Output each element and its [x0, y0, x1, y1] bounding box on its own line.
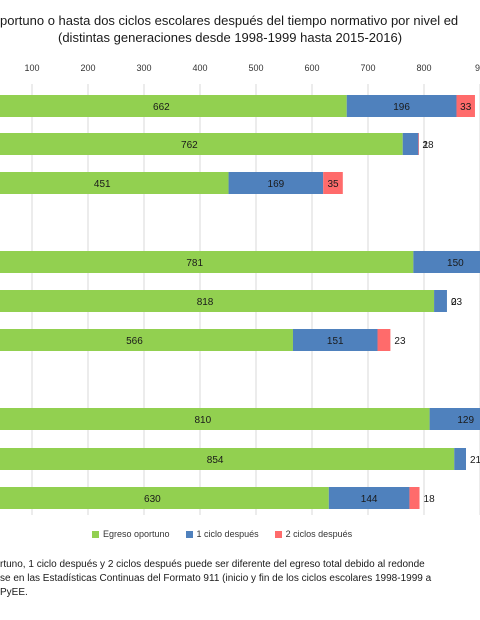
x-tick-label-100: 100	[24, 63, 39, 73]
bar-egreso-oportuno-row-1	[0, 95, 347, 117]
bar-1-ciclo-despues-row-8	[454, 448, 466, 470]
x-tick-label-700: 700	[360, 63, 375, 73]
x-tick-label-400: 400	[192, 63, 207, 73]
data-label-egreso-oportuno-row-1: 662	[153, 102, 170, 113]
data-label-2-ciclos-despues-row-2: 1	[423, 140, 429, 151]
bar-1-ciclo-despues-row-9	[328, 487, 410, 509]
bar-egreso-oportuno-row-2	[0, 133, 403, 155]
legend-swatch-egreso-oportuno	[92, 530, 99, 538]
legend-item-egreso-oportuno: Egreso oportuno	[92, 529, 170, 539]
bar-egreso-oportuno-row-3	[0, 172, 229, 194]
x-tick-label-500: 500	[248, 63, 263, 73]
x-tick-label-600: 600	[304, 63, 319, 73]
bar-egreso-oportuno-row-5	[0, 290, 435, 312]
data-label-1-ciclo-despues-row-5: 23	[451, 297, 463, 308]
bar-1-ciclo-despues-row-4	[413, 251, 480, 273]
legend-label-2-ciclos-despues: 2 ciclos después	[285, 529, 353, 539]
data-label-1-ciclo-despues-row-1: 196	[393, 102, 410, 113]
bar-2-ciclos-despues-row-6	[377, 329, 391, 351]
data-label-2-ciclos-despues-row-6: 23	[394, 336, 406, 347]
chart-title: portuno o hasta dos ciclos escolares des…	[0, 13, 459, 28]
legend-swatch-1-ciclo-despues	[185, 530, 193, 538]
bar-2-ciclos-despues-row-9	[409, 487, 420, 509]
data-label-1-ciclo-despues-row-4: 150	[447, 258, 464, 269]
data-label-1-ciclo-despues-row-3: 169	[268, 179, 285, 190]
x-tick-label-900: 90	[475, 63, 480, 73]
data-label-egreso-oportuno-row-6: 566	[126, 336, 143, 347]
legend-item-1-ciclo-despues: 1 ciclo después	[185, 529, 259, 539]
legend-label-1-ciclo-despues: 1 ciclo después	[196, 529, 259, 539]
legend-item-2-ciclos-despues: 2 ciclos después	[274, 529, 353, 539]
data-label-2-ciclos-despues-row-9: 18	[424, 494, 436, 505]
data-label-egreso-oportuno-row-4: 781	[186, 258, 203, 269]
data-label-1-ciclo-despues-row-7: 129	[457, 415, 474, 426]
data-label-egreso-oportuno-row-3: 451	[94, 179, 111, 190]
bar-egreso-oportuno-row-7	[0, 408, 430, 430]
data-label-egreso-oportuno-row-2: 762	[181, 140, 198, 151]
data-label-1-ciclo-despues-row-2: 28	[422, 140, 434, 151]
footnote-line-3: PyEE.	[0, 587, 28, 598]
bar-2-ciclos-despues-row-2	[418, 133, 419, 155]
bar-1-ciclo-despues-row-5	[434, 290, 447, 312]
data-label-egreso-oportuno-row-7: 810	[194, 415, 211, 426]
bar-1-ciclo-despues-row-7	[429, 408, 480, 430]
x-tick-label-200: 200	[80, 63, 95, 73]
data-label-egreso-oportuno-row-9: 630	[144, 494, 161, 505]
data-label-2-ciclos-despues-row-3: 35	[327, 179, 339, 190]
data-label-1-ciclo-despues-row-8: 21	[470, 455, 480, 466]
bar-egreso-oportuno-row-8	[0, 448, 455, 470]
bar-egreso-oportuno-row-4	[0, 251, 414, 273]
bar-1-ciclo-despues-row-1	[346, 95, 457, 117]
footnotes: rtuno, 1 ciclo después y 2 ciclos despué…	[0, 558, 480, 600]
footnote-line-2: se en las Estadísticas Continuas del For…	[0, 573, 432, 584]
data-label-egreso-oportuno-row-5: 818	[197, 297, 214, 308]
data-label-1-ciclo-despues-row-9: 144	[361, 494, 378, 505]
bar-2-ciclos-despues-row-3	[323, 172, 343, 194]
bar-egreso-oportuno-row-9	[0, 487, 329, 509]
data-label-2-ciclos-despues-row-1: 33	[460, 102, 472, 113]
bar-1-ciclo-despues-row-2	[402, 133, 419, 155]
bar-egreso-oportuno-row-6	[0, 329, 293, 351]
data-label-egreso-oportuno-row-8: 854	[207, 455, 224, 466]
data-label-2-ciclos-despues-row-5: 0	[451, 297, 457, 308]
chart-legend: Egreso oportuno 1 ciclo después 2 ciclos…	[92, 529, 352, 539]
legend-label-egreso-oportuno: Egreso oportuno	[103, 529, 170, 539]
footnote-line-1: rtuno, 1 ciclo después y 2 ciclos despué…	[0, 559, 425, 570]
x-tick-label-300: 300	[136, 63, 151, 73]
data-label-1-ciclo-despues-row-6: 151	[327, 336, 344, 347]
legend-swatch-2-ciclos-despues	[274, 530, 282, 538]
bar-1-ciclo-despues-row-3	[228, 172, 324, 194]
x-tick-label-800: 800	[416, 63, 431, 73]
bar-1-ciclo-despues-row-6	[292, 329, 378, 351]
bar-2-ciclos-despues-row-1	[456, 95, 475, 117]
chart-subtitle: (distintas generaciones desde 1998-1999 …	[58, 30, 403, 45]
